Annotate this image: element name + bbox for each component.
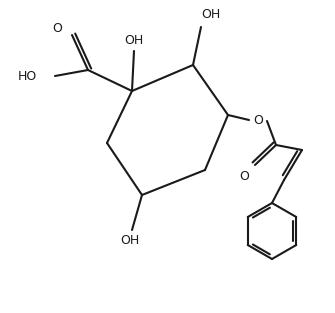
Text: OH: OH (124, 33, 144, 47)
Text: OH: OH (201, 8, 221, 22)
Text: HO: HO (18, 69, 37, 83)
Text: O: O (253, 114, 263, 126)
Text: O: O (52, 22, 62, 34)
Text: OH: OH (120, 234, 140, 248)
Text: O: O (239, 171, 249, 183)
